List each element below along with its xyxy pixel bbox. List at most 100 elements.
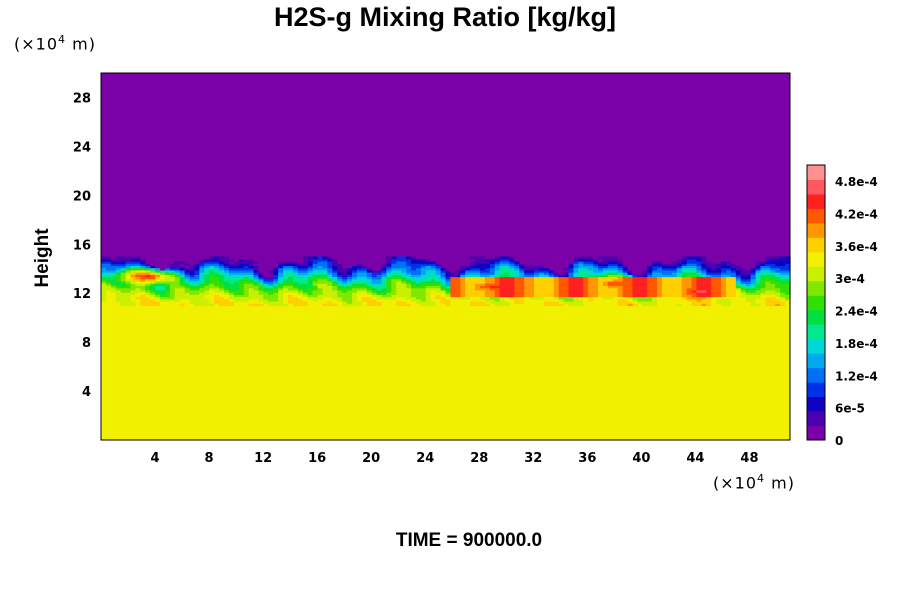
x-tick-label: 44 [686,451,704,466]
heatmap-cell [760,278,766,282]
heatmap-cell [583,267,589,271]
heatmap-cell [504,294,511,298]
heatmap-cell [642,283,648,287]
heatmap-cell [317,298,324,302]
heatmap-cell [351,269,358,273]
heatmap-cell [696,256,703,260]
heatmap-cell [524,269,530,273]
heatmap-cell [524,292,530,295]
heatmap-cell [194,303,201,307]
heatmap-cell [430,263,437,266]
heatmap-cell [711,300,717,304]
heatmap-cell [543,300,550,304]
heatmap-cell [371,274,378,278]
heatmap-cell [730,298,737,302]
heatmap-cell [686,267,693,271]
heatmap-cell [135,272,141,275]
colorbar-swatch [807,382,825,398]
heatmap-cell [647,287,653,291]
heatmap-cell [465,280,471,284]
heatmap-cell [115,274,122,278]
heatmap-cell [224,267,230,271]
heatmap-cell [307,298,314,302]
heatmap-cell [553,294,560,298]
heatmap-cell [307,265,314,269]
heatmap-cell [169,278,176,282]
heatmap-cell [312,294,319,298]
heatmap-cell [460,294,466,298]
heatmap-cell [691,298,698,302]
heatmap-cell [548,267,555,271]
heatmap-cell [701,278,707,282]
heatmap-cell [627,289,634,293]
heatmap-cell [145,283,151,287]
heatmap-cell [356,294,363,298]
heatmap-cell [573,303,579,307]
heatmap-cell [780,285,786,289]
heatmap-cell [332,289,338,293]
heatmap-cell [711,287,717,291]
heatmap-cell [401,287,407,291]
heatmap-cell [288,287,294,291]
heatmap-cell [465,260,471,264]
heatmap-cell [425,292,432,295]
heatmap-cell [740,276,747,280]
colorbar-swatch [807,237,825,253]
heatmap-cell [445,287,452,291]
heatmap-cell [174,294,181,298]
heatmap-cell [115,256,122,260]
heatmap-cell [347,258,353,262]
heatmap-cell [420,280,427,284]
heatmap-cell [716,300,722,304]
heatmap-cell [509,287,515,291]
heatmap-cell [435,278,442,282]
heatmap-cell [125,280,132,284]
heatmap-cell [602,292,609,295]
heatmap-cell [780,274,786,278]
heatmap-cell [711,276,717,280]
heatmap-cell [686,265,693,269]
heatmap-cell [666,272,673,275]
heatmap-cell [514,280,520,284]
heatmap-cell [435,298,442,302]
heatmap-cell [110,298,117,302]
heatmap-cell [396,260,402,264]
heatmap-cell [371,260,378,264]
heatmap-cell [105,296,112,300]
heatmap-cell [199,296,205,300]
heatmap-cell [179,285,186,289]
heatmap-cell [524,276,530,280]
heatmap-cell [312,298,319,302]
heatmap-cell [115,298,122,302]
heatmap-cell [233,289,240,293]
heatmap-cell [612,289,619,293]
heatmap-cell [391,294,397,298]
heatmap-cell [406,276,412,280]
heatmap-cell [775,265,781,269]
heatmap-cell [194,289,201,293]
heatmap-cell [135,267,141,271]
heatmap-cell [770,265,776,269]
heatmap-cell [534,296,540,300]
heatmap-cell [755,300,762,304]
heatmap-cell [415,303,422,307]
heatmap-cell [189,263,196,266]
heatmap-cell [440,274,447,278]
heatmap-cell [632,287,639,291]
heatmap-cell [386,263,392,266]
y-tick-label: 12 [73,287,91,302]
heatmap-cell [263,258,269,262]
heatmap-cell [765,300,771,304]
heatmap-cell [366,287,373,291]
heatmap-cell [169,280,176,284]
heatmap-cell [770,298,776,302]
heatmap-cell [322,298,328,302]
heatmap-cell [101,303,107,307]
heatmap-cell [760,274,766,278]
heatmap-cell [622,256,629,260]
heatmap-cell [312,292,319,295]
heatmap-cell [361,280,368,284]
heatmap-cell [342,274,348,278]
heatmap-cell [420,285,427,289]
heatmap-cell [465,276,471,280]
